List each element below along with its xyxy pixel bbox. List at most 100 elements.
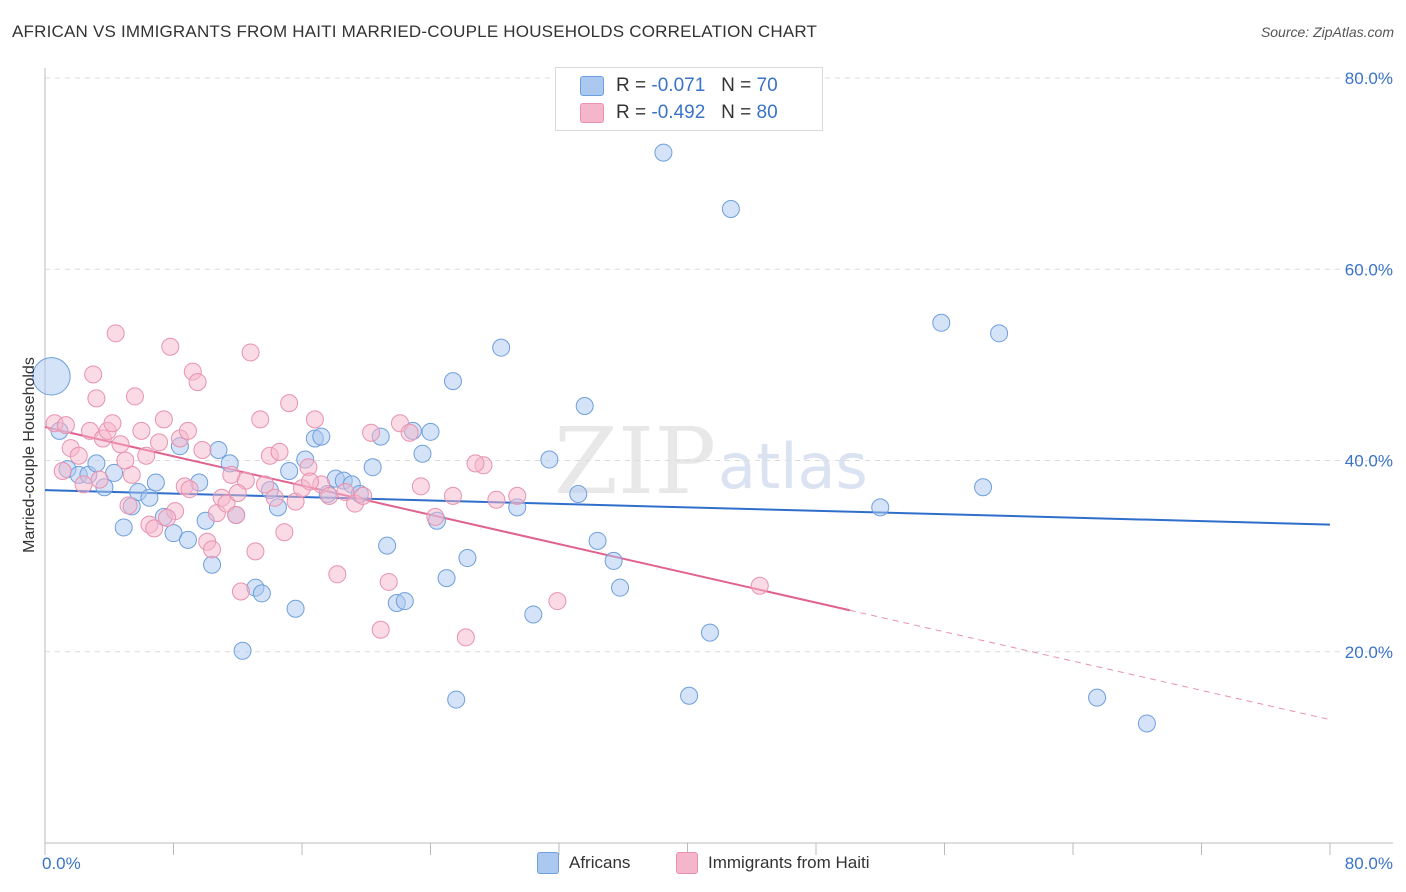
point-haiti — [150, 433, 169, 452]
point-haiti — [103, 414, 122, 433]
point-haiti — [106, 324, 125, 343]
y-axis-title: Married-couple Households — [21, 357, 38, 553]
legend-label-haiti: Immigrants from Haiti — [708, 853, 870, 872]
point-africans — [280, 462, 299, 481]
point-africans — [524, 605, 543, 624]
point-africans — [990, 324, 1009, 343]
source-label: Source: ZipAtlas.com — [1260, 24, 1394, 40]
point-haiti — [251, 410, 270, 429]
legend-item-africans[interactable]: Africans — [537, 852, 630, 874]
point-africans — [588, 531, 607, 550]
point-africans — [492, 338, 511, 357]
legend-label-africans: Africans — [569, 853, 631, 872]
trend-lines — [44, 426, 1331, 721]
point-haiti — [158, 508, 177, 527]
legend-n-label: N = — [721, 102, 752, 123]
legend-row-africans: R = -0.071 N = 70 — [580, 73, 778, 99]
point-africans — [146, 473, 165, 492]
point-africans — [654, 143, 673, 162]
point-africans — [413, 444, 432, 463]
point-haiti — [354, 486, 373, 505]
point-haiti — [56, 416, 75, 435]
point-africans — [932, 313, 951, 332]
point-haiti — [203, 540, 222, 559]
point-africans — [421, 422, 440, 441]
point-africans — [1137, 714, 1156, 733]
point-africans — [611, 578, 630, 597]
point-haiti — [270, 442, 289, 461]
point-africans — [395, 592, 414, 611]
point-haiti — [265, 488, 284, 507]
legend-r-value: -0.492 — [651, 102, 706, 123]
point-haiti — [256, 475, 275, 494]
y-tick-label: 80.0% — [1345, 69, 1393, 88]
point-africans — [447, 690, 466, 709]
point-haiti — [379, 572, 398, 591]
point-haiti — [188, 373, 207, 392]
point-haiti — [111, 435, 130, 454]
chart-title: AFRICAN VS IMMIGRANTS FROM HAITI MARRIED… — [12, 22, 818, 41]
point-haiti — [193, 440, 212, 459]
correlation-legend: R = -0.071 N = 70 R = -0.492 N = 80 — [555, 67, 823, 131]
legend-n-value: 70 — [756, 75, 778, 96]
point-haiti — [301, 472, 320, 491]
tick-labels: 20.0% 40.0% 60.0% 80.0% 0.0% 80.0% — [42, 69, 1393, 873]
point-haiti — [336, 483, 355, 502]
point-haiti — [456, 628, 475, 647]
legend-swatch-africans — [537, 852, 559, 874]
point-africans — [974, 478, 993, 497]
point-africans — [252, 584, 271, 603]
point-africans — [604, 551, 623, 570]
legend-r-label: R = — [616, 102, 647, 123]
legend-r-value: -0.071 — [651, 75, 706, 96]
point-africans — [700, 623, 719, 642]
point-haiti — [548, 592, 567, 611]
point-haiti — [371, 620, 390, 639]
point-africans — [443, 372, 462, 391]
point-africans — [312, 427, 331, 446]
point-haiti — [328, 565, 347, 584]
point-africans — [209, 440, 228, 459]
point-haiti — [125, 387, 144, 406]
point-africans — [87, 454, 106, 473]
point-africans — [871, 498, 890, 517]
watermark-atlas-text: atlas — [718, 430, 868, 503]
point-haiti — [275, 523, 294, 542]
legend-item-haiti[interactable]: Immigrants from Haiti — [676, 852, 870, 874]
y-tick-label: 40.0% — [1345, 452, 1393, 471]
point-africans — [458, 549, 477, 568]
point-africans — [1088, 688, 1107, 707]
legend-swatch-africans — [580, 76, 604, 96]
point-haiti — [217, 494, 236, 513]
point-africans — [203, 555, 222, 574]
point-africans — [286, 599, 305, 618]
point-africans — [32, 357, 71, 396]
point-haiti — [116, 451, 135, 470]
point-haiti — [178, 421, 197, 440]
grid-lines — [45, 77, 1393, 653]
point-haiti — [137, 446, 156, 465]
point-haiti — [228, 484, 247, 503]
legend-swatch-haiti — [580, 103, 604, 123]
point-africans — [178, 530, 197, 549]
point-haiti — [90, 470, 109, 489]
point-haiti — [161, 337, 180, 356]
y-tick-label: 60.0% — [1345, 260, 1393, 279]
legend-row-haiti: R = -0.492 N = 80 — [580, 100, 778, 126]
trendline-haiti-extension — [849, 609, 1331, 721]
point-haiti — [132, 421, 151, 440]
legend-n-label: N = — [721, 75, 752, 96]
x-tick-label: 80.0% — [1345, 854, 1393, 873]
trendline-africans — [44, 489, 1331, 526]
point-haiti — [74, 475, 93, 494]
point-haiti — [227, 506, 246, 525]
point-haiti — [180, 480, 199, 499]
point-haiti — [443, 486, 462, 505]
legend-swatch-haiti — [676, 852, 698, 874]
point-haiti — [320, 486, 339, 505]
point-haiti — [241, 343, 260, 362]
point-haiti — [750, 576, 769, 595]
point-africans — [140, 488, 159, 507]
point-haiti — [411, 477, 430, 496]
